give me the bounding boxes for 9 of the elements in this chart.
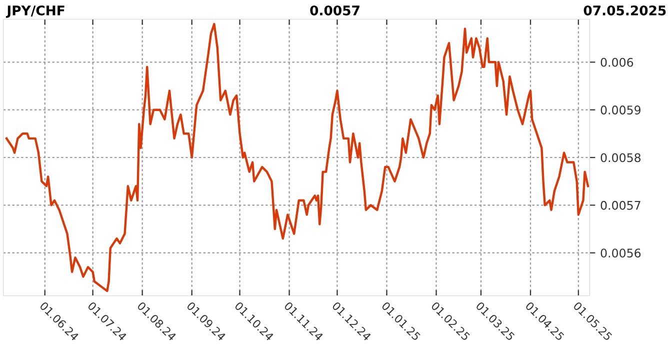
y-tick-label: 0.0058 xyxy=(600,153,641,162)
y-tick-label: 0.006 xyxy=(600,58,634,67)
y-tick-label: 0.0059 xyxy=(600,106,640,114)
y-tick-label: 0.0057 xyxy=(600,200,640,210)
chart-title: JPY/CHF xyxy=(6,5,64,18)
line-series xyxy=(5,22,590,292)
text: 07.05.2025 xyxy=(584,5,666,16)
y-tick-label: 0.0056 xyxy=(600,248,641,258)
text: 0.0057 xyxy=(310,5,360,16)
